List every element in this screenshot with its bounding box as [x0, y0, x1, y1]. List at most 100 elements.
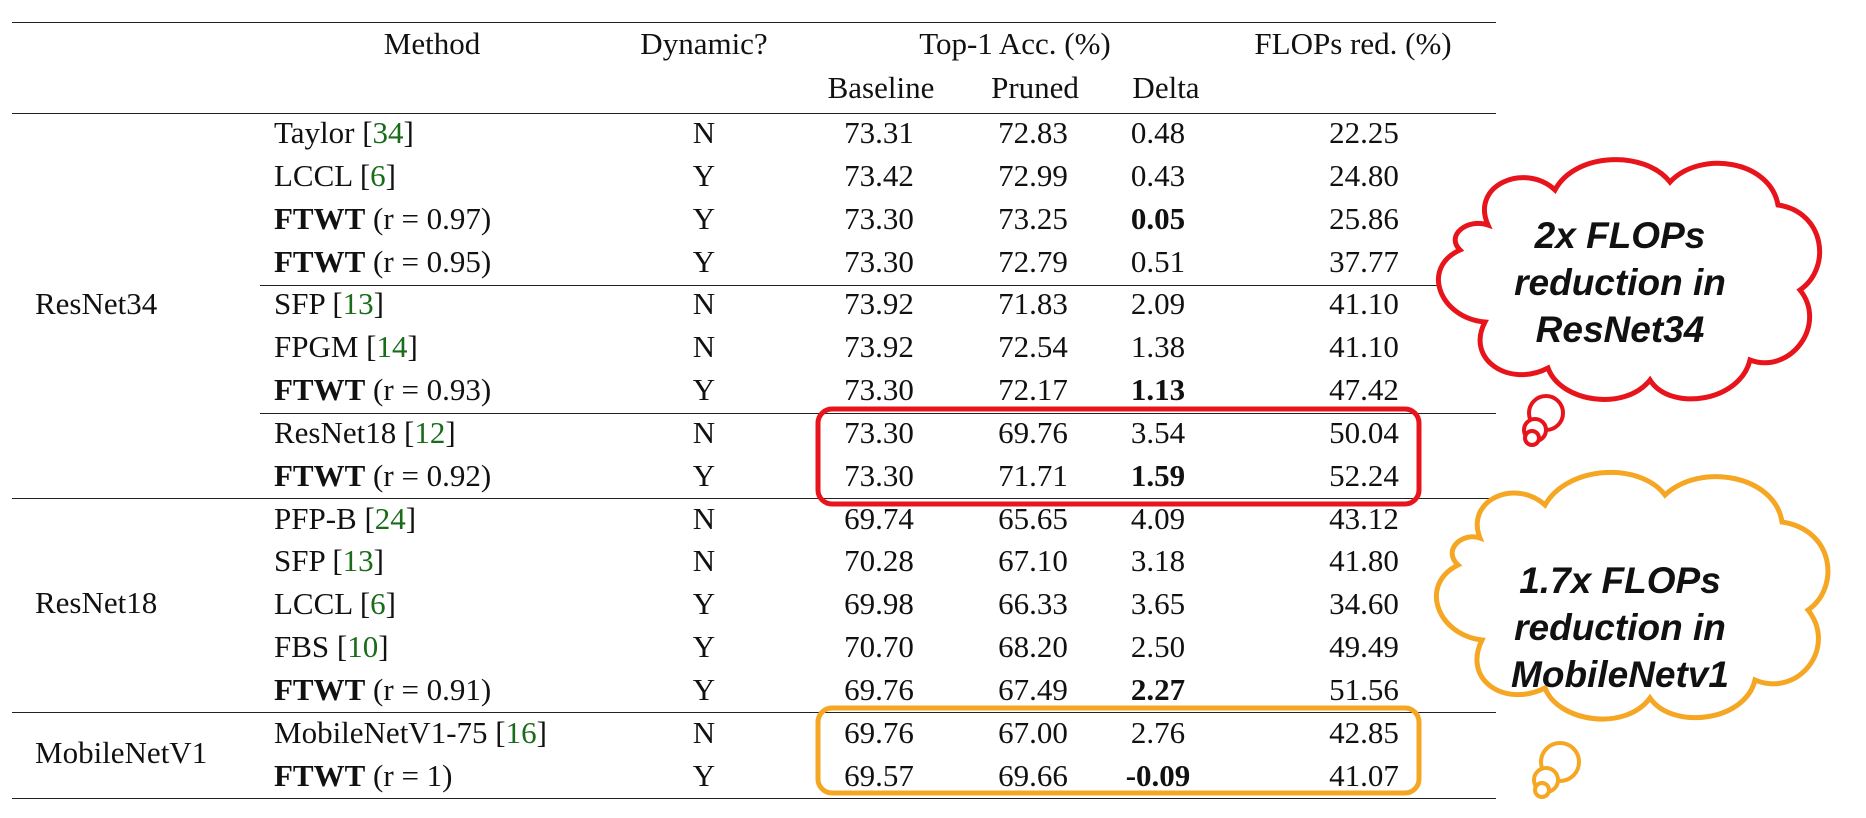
pruned-cell: 69.76	[998, 415, 1068, 450]
baseline-cell: 73.30	[844, 415, 914, 450]
subgroup-rule	[260, 285, 1496, 286]
flops-cell: 50.04	[1329, 415, 1399, 450]
pruned-cell: 67.00	[998, 715, 1068, 750]
method-cell: PFP-B [24]	[274, 501, 417, 536]
dynamic-cell: N	[692, 543, 716, 578]
delta-cell: 0.48	[1130, 115, 1186, 150]
method-cell: FTWT (r = 0.95)	[274, 244, 492, 279]
baseline-cell: 69.57	[844, 758, 914, 793]
pruned-cell: 72.54	[998, 329, 1068, 364]
flops-cell: 41.10	[1329, 286, 1399, 321]
header-flops: FLOPs red. (%)	[1254, 26, 1452, 61]
dynamic-cell: Y	[692, 629, 716, 664]
dynamic-cell: N	[692, 329, 716, 364]
header-top1: Top-1 Acc. (%)	[919, 26, 1111, 61]
orange-highlight-box	[815, 705, 1422, 796]
baseline-cell: 73.92	[844, 286, 914, 321]
flops-cell: 22.25	[1329, 115, 1399, 150]
red-cloud-line: reduction in	[1514, 262, 1726, 303]
orange-cloud-line: MobileNetv1	[1511, 654, 1729, 695]
baseline-cell: 73.30	[844, 458, 914, 493]
pruned-cell: 67.49	[998, 672, 1068, 707]
delta-cell: 3.65	[1130, 586, 1186, 621]
dynamic-cell: N	[692, 501, 716, 536]
group-label-resnet18: ResNet18	[35, 585, 158, 620]
delta-cell: 3.54	[1130, 415, 1186, 450]
flops-cell: 49.49	[1329, 629, 1399, 664]
dynamic-cell: Y	[692, 244, 716, 279]
delta-cell: 1.38	[1130, 329, 1186, 364]
method-cell: LCCL [6]	[274, 586, 396, 621]
header-dynamic: Dynamic?	[640, 26, 768, 61]
subgroup-rule	[260, 413, 1496, 414]
method-cell: FTWT (r = 0.93)	[274, 372, 492, 407]
pruned-cell: 72.79	[998, 244, 1068, 279]
top-rule	[12, 22, 1496, 23]
method-cell: SFP [13]	[274, 286, 384, 321]
method-cell: SFP [13]	[274, 543, 384, 578]
baseline-cell: 73.30	[844, 244, 914, 279]
group-label-mobilenetv1: MobileNetV1	[35, 735, 208, 770]
baseline-cell: 69.98	[844, 586, 914, 621]
red-highlight-box	[815, 406, 1422, 507]
group-label-resnet34: ResNet34	[35, 286, 158, 321]
header-baseline: Baseline	[827, 70, 935, 105]
method-cell: Taylor [34]	[274, 115, 414, 150]
delta-cell: 4.09	[1130, 501, 1186, 536]
orange-cloud-line: 1.7x FLOPs	[1519, 560, 1721, 601]
red-thought-cloud	[1436, 157, 1823, 447]
flops-cell: 41.07	[1329, 758, 1399, 793]
bottom-rule	[12, 798, 1496, 799]
baseline-cell: 73.30	[844, 372, 914, 407]
baseline-cell: 73.31	[844, 115, 914, 150]
baseline-cell: 70.70	[844, 629, 914, 664]
dynamic-cell: Y	[692, 586, 716, 621]
dynamic-cell: Y	[692, 158, 716, 193]
method-cell: FBS [10]	[274, 629, 389, 664]
dynamic-cell: Y	[692, 372, 716, 407]
baseline-cell: 73.42	[844, 158, 914, 193]
group-rule	[12, 712, 1496, 713]
flops-cell: 41.80	[1329, 543, 1399, 578]
delta-cell: 1.59	[1130, 458, 1186, 493]
pruned-cell: 69.66	[998, 758, 1068, 793]
method-cell: FTWT (r = 1)	[274, 758, 453, 793]
pruned-cell: 72.83	[998, 115, 1068, 150]
flops-cell: 24.80	[1329, 158, 1399, 193]
delta-cell: 3.18	[1130, 543, 1186, 578]
pruned-cell: 72.99	[998, 158, 1068, 193]
baseline-cell: 69.74	[844, 501, 914, 536]
pruned-cell: 67.10	[998, 543, 1068, 578]
flops-cell: 43.12	[1329, 501, 1399, 536]
pruned-cell: 73.25	[998, 201, 1068, 236]
delta-cell: 2.09	[1130, 286, 1186, 321]
orange-thought-cloud	[1434, 469, 1831, 799]
pruned-cell: 71.83	[998, 286, 1068, 321]
delta-cell: 2.50	[1130, 629, 1186, 664]
dynamic-cell: N	[692, 286, 716, 321]
dynamic-cell: Y	[692, 201, 716, 236]
red-cloud-text: 2x FLOPs reduction in ResNet34	[1470, 212, 1770, 353]
delta-cell: 0.05	[1130, 201, 1186, 236]
method-cell: ResNet18 [12]	[274, 415, 456, 450]
method-cell: LCCL [6]	[274, 158, 396, 193]
dynamic-cell: N	[692, 115, 716, 150]
pruned-cell: 66.33	[998, 586, 1068, 621]
flops-cell: 37.77	[1329, 244, 1399, 279]
baseline-cell: 73.92	[844, 329, 914, 364]
baseline-cell: 69.76	[844, 672, 914, 707]
delta-cell: -0.09	[1125, 758, 1191, 793]
delta-cell: 0.43	[1130, 158, 1186, 193]
dynamic-cell: Y	[692, 672, 716, 707]
method-cell: FTWT (r = 0.92)	[274, 458, 492, 493]
method-cell: FTWT (r = 0.91)	[274, 672, 492, 707]
group-rule	[12, 498, 1496, 499]
baseline-cell: 73.30	[844, 201, 914, 236]
dynamic-cell: Y	[692, 458, 716, 493]
baseline-cell: 69.76	[844, 715, 914, 750]
orange-cloud-line: reduction in	[1514, 607, 1726, 648]
dynamic-cell: Y	[692, 758, 716, 793]
pruned-cell: 72.17	[998, 372, 1068, 407]
red-cloud-line: 2x FLOPs	[1534, 215, 1706, 256]
delta-cell: 0.51	[1130, 244, 1186, 279]
